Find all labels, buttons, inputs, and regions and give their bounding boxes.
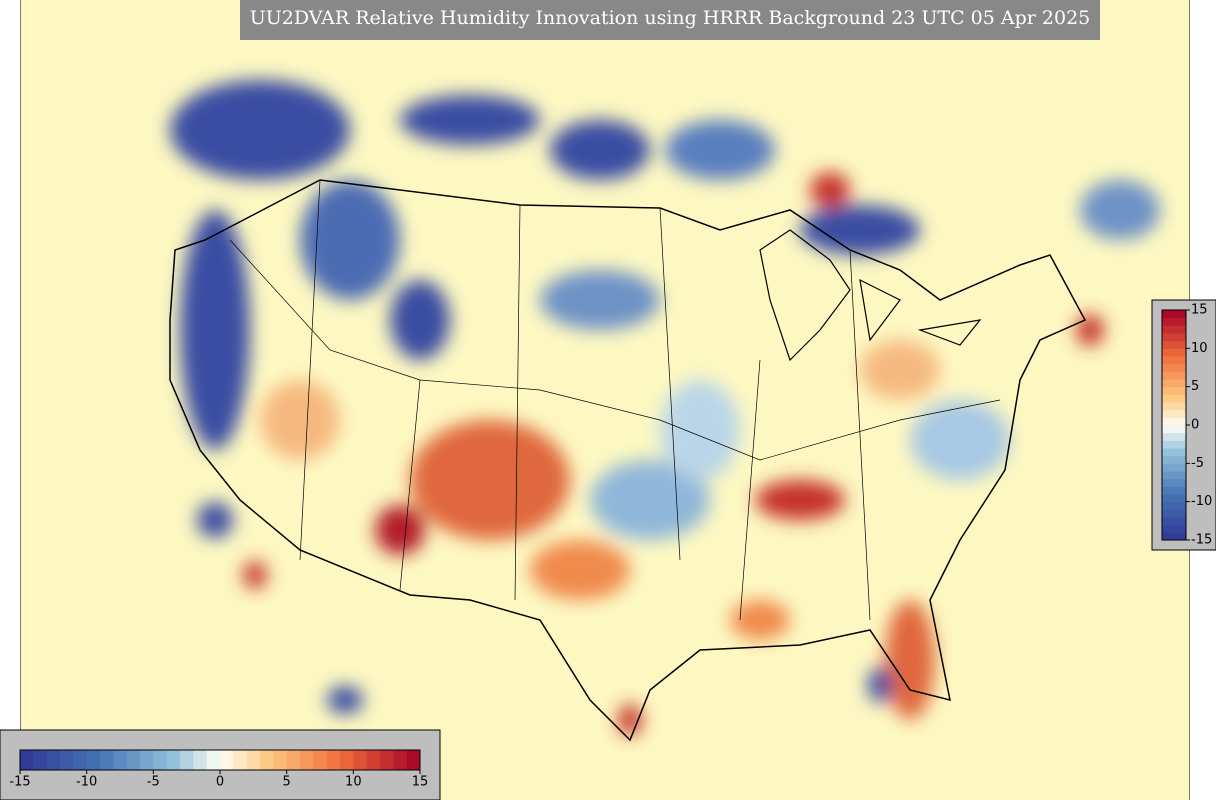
title: UU2DVAR Relative Humidity Innovation usi… — [250, 7, 1091, 29]
tick-label: -5 — [1191, 456, 1204, 471]
tick-label: 10 — [1191, 341, 1208, 356]
colorbar-swatch — [1162, 471, 1186, 480]
colorbar-swatch — [1162, 348, 1186, 357]
colorbar-swatch — [1162, 517, 1186, 526]
colorbar-swatch — [153, 750, 168, 770]
colorbar-swatch — [406, 750, 421, 770]
tick-label: 15 — [1191, 303, 1208, 318]
colorbar-swatch — [1162, 494, 1186, 503]
colorbar-swatch — [1162, 425, 1186, 434]
tick-label: 0 — [216, 775, 224, 790]
colorbar-swatch — [1162, 455, 1186, 464]
colorbar-swatch — [126, 750, 141, 770]
colorbar-swatch — [1162, 379, 1186, 388]
colorbar-swatch — [60, 750, 74, 770]
tick-label: -15 — [9, 775, 30, 790]
colorbar-swatch — [273, 750, 288, 770]
great-lakes — [759, 229, 982, 362]
tick-label: 5 — [283, 775, 291, 790]
tick-label: -5 — [147, 775, 160, 790]
colorbar-swatch — [1162, 325, 1186, 334]
colorbar-swatch — [1162, 478, 1186, 487]
colorbar-vertical: 15 10 5 0 -5 -10 -15 — [1161, 303, 1212, 548]
tick-label: -15 — [1191, 533, 1212, 548]
colorbar-swatch — [393, 750, 408, 770]
colorbar-swatch — [140, 750, 154, 770]
colorbar-swatch — [1162, 317, 1186, 326]
colorbar-swatch — [313, 750, 328, 770]
colorbar-swatch — [166, 750, 181, 770]
colorbar-swatch — [340, 750, 354, 770]
colorbar-swatch — [286, 750, 301, 770]
tick-label: 15 — [412, 775, 429, 790]
colorbar-swatch — [1162, 524, 1186, 533]
tick-label: -10 — [76, 775, 97, 790]
tick-label: 0 — [1191, 418, 1199, 433]
colorbar-swatch — [1162, 386, 1186, 395]
colorbar-swatch — [1162, 532, 1186, 541]
colorbar-swatch — [73, 750, 88, 770]
tick-label: 5 — [1191, 379, 1199, 394]
colorbar-swatch — [1162, 417, 1186, 426]
colorbar-swatch — [246, 750, 261, 770]
colorbar-swatch — [366, 750, 381, 770]
tick-label: -10 — [1191, 494, 1212, 509]
colorbar-swatch — [1162, 356, 1186, 365]
colorbar-swatch — [33, 750, 48, 770]
colorbar-swatch — [1162, 340, 1186, 349]
colorbar-swatch — [353, 750, 368, 770]
colorbar-horizontal: -15 -10 -5 0 5 10 15 — [9, 749, 429, 790]
colorbar-swatch — [1162, 310, 1186, 319]
colorbar-swatch — [1162, 486, 1186, 495]
colorbar-swatch — [260, 750, 274, 770]
colorbar-swatch — [180, 750, 194, 770]
colorbar-swatch — [1162, 402, 1186, 411]
colorbar-swatch — [46, 750, 61, 770]
tick-label: 10 — [345, 775, 362, 790]
colorbar-swatch — [1162, 440, 1186, 449]
colorbar-swatch — [1162, 333, 1186, 342]
map — [20, 0, 1190, 800]
colorbar-swatch — [1162, 432, 1186, 441]
colorbar-swatch — [220, 750, 234, 770]
colorbar-swatch — [1162, 409, 1186, 418]
colorbar-swatch — [300, 750, 314, 770]
country-outline — [169, 179, 1087, 742]
colorbar-swatch — [1162, 509, 1186, 518]
state-borders — [229, 179, 1001, 621]
humidity-field — [170, 80, 1160, 736]
colorbar-swatch — [20, 750, 34, 770]
title-box — [240, 0, 1100, 40]
colorbar-swatch — [113, 750, 128, 770]
colorbar-swatch — [380, 750, 394, 770]
colorbar-swatch — [1162, 463, 1186, 472]
colorbar-swatch — [1162, 501, 1186, 510]
colorbar-swatch — [1162, 363, 1186, 372]
colorbar-swatch — [1162, 448, 1186, 457]
colorbar-swatch — [193, 750, 208, 770]
colorbar-swatch — [233, 750, 248, 770]
colorbar-swatch — [206, 750, 221, 770]
colorbar-swatch — [326, 750, 341, 770]
colorbar-swatch — [1162, 394, 1186, 403]
colorbar-swatch — [1162, 371, 1186, 380]
colorbar-swatch — [86, 750, 101, 770]
colorbar-swatch — [100, 750, 114, 770]
